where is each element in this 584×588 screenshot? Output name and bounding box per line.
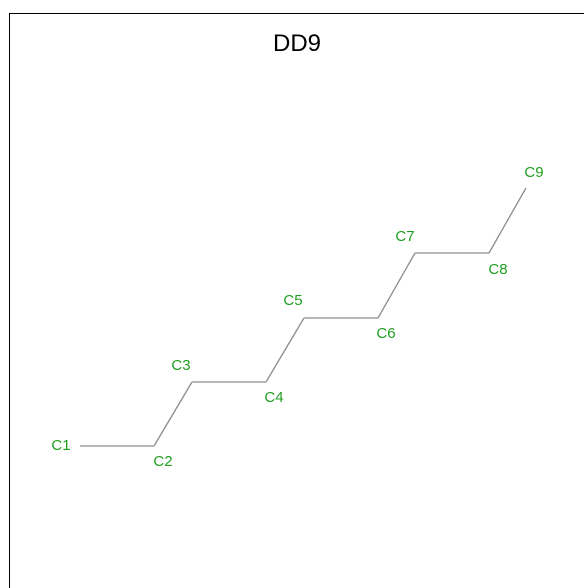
atom-label-c4: C4 — [264, 389, 283, 406]
diagram-title: DD9 — [272, 30, 321, 57]
diagram-frame — [9, 13, 584, 588]
atom-label-c2: C2 — [153, 453, 172, 470]
atom-label-c6: C6 — [376, 325, 395, 342]
bond-c8-c9 — [488, 187, 527, 254]
atom-label-c5: C5 — [283, 292, 302, 309]
atom-label-layer: C1 C2 C3 C4 C5 C6 C7 C8 C9 — [51, 164, 543, 470]
bond-c6-c7 — [377, 252, 416, 319]
atom-label-c7: C7 — [395, 228, 414, 245]
bond-c2-c3 — [153, 381, 193, 447]
bond-c4-c5 — [265, 317, 305, 383]
atom-label-c3: C3 — [171, 357, 190, 374]
atom-label-c8: C8 — [488, 261, 507, 278]
bond-layer — [80, 187, 527, 447]
atom-label-c9: C9 — [524, 164, 543, 181]
atom-label-c1: C1 — [51, 437, 70, 454]
